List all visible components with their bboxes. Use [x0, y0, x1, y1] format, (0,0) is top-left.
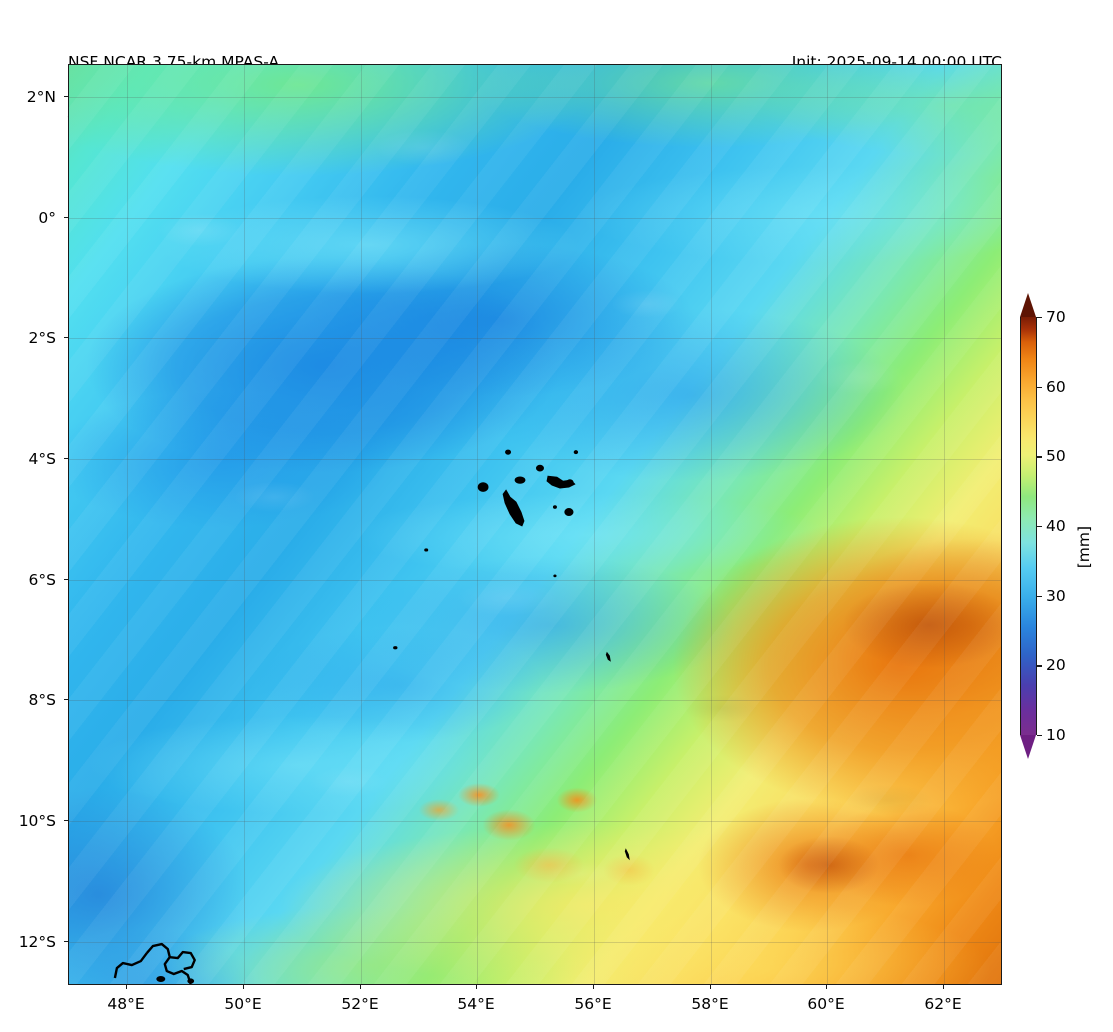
ytick-label-12S: 12°S	[18, 933, 56, 951]
xtick-mark-62E	[943, 985, 945, 989]
xtick-mark-58E	[710, 985, 712, 989]
xtick-label-56E: 56°E	[574, 995, 612, 1013]
xtick-label-52E: 52°E	[341, 995, 379, 1013]
xtick-label-48E: 48°E	[107, 995, 145, 1013]
colorbar-gradient	[1020, 317, 1037, 735]
xtick-mark-56E	[593, 985, 595, 989]
colorbar: 70 60 50 40 30 20 10	[1020, 293, 1066, 759]
ytick-label-2N: 2°N	[26, 88, 56, 106]
xtick-label-50E: 50°E	[224, 995, 262, 1013]
xtick-mark-52E	[360, 985, 362, 989]
colorbar-tick-20	[1037, 665, 1042, 667]
ytick-label-0: 0°	[38, 209, 56, 227]
colorbar-under-arrow	[1020, 735, 1036, 759]
colorbar-label-10: 10	[1046, 726, 1066, 744]
xtick-label-58E: 58°E	[691, 995, 729, 1013]
colorbar-tick-30	[1037, 595, 1042, 597]
xtick-label-54E: 54°E	[457, 995, 495, 1013]
ytick-mark-4S	[64, 458, 68, 460]
ytick-label-10S: 10°S	[18, 812, 56, 830]
ytick-mark-10S	[64, 820, 68, 822]
colorbar-tick-40	[1037, 526, 1042, 528]
colorbar-tick-10	[1037, 735, 1042, 737]
ytick-mark-12S	[64, 941, 68, 943]
ytick-label-8S: 8°S	[28, 691, 56, 709]
colorbar-label-50: 50	[1046, 447, 1066, 466]
ytick-label-6S: 6°S	[28, 571, 56, 589]
colorbar-tick-70	[1037, 317, 1042, 319]
colorbar-tick-60	[1037, 386, 1042, 388]
ytick-label-4S: 4°S	[28, 450, 56, 468]
colorbar-label-60: 60	[1046, 377, 1066, 396]
colorbar-label-40: 40	[1046, 517, 1066, 535]
xtick-mark-50E	[243, 985, 245, 989]
ytick-mark-2S	[64, 337, 68, 339]
colorbar-over-arrow	[1020, 293, 1036, 317]
ytick-mark-2N	[64, 96, 68, 98]
colorbar-label-20: 20	[1046, 656, 1066, 675]
field-contour-bands	[69, 65, 1001, 984]
xtick-mark-54E	[476, 985, 478, 989]
ytick-mark-8S	[64, 699, 68, 701]
xtick-label-60E: 60°E	[807, 995, 845, 1013]
map-axes	[68, 64, 1002, 985]
colorbar-unit-label: [mm]	[1075, 526, 1093, 569]
colorbar-label-70: 70	[1046, 308, 1066, 326]
xtick-label-62E: 62°E	[924, 995, 962, 1013]
colorbar-tick-50	[1037, 456, 1042, 458]
field-convective-cells	[69, 65, 1001, 984]
ytick-mark-0	[64, 217, 68, 219]
ytick-label-2S: 2°S	[28, 329, 56, 347]
xtick-mark-60E	[826, 985, 828, 989]
ytick-mark-6S	[64, 579, 68, 581]
xtick-mark-48E	[126, 985, 128, 989]
field-mesoscale-texture	[69, 65, 1001, 984]
precipitable-water-field	[69, 65, 1001, 984]
colorbar-label-30: 30	[1046, 586, 1066, 605]
